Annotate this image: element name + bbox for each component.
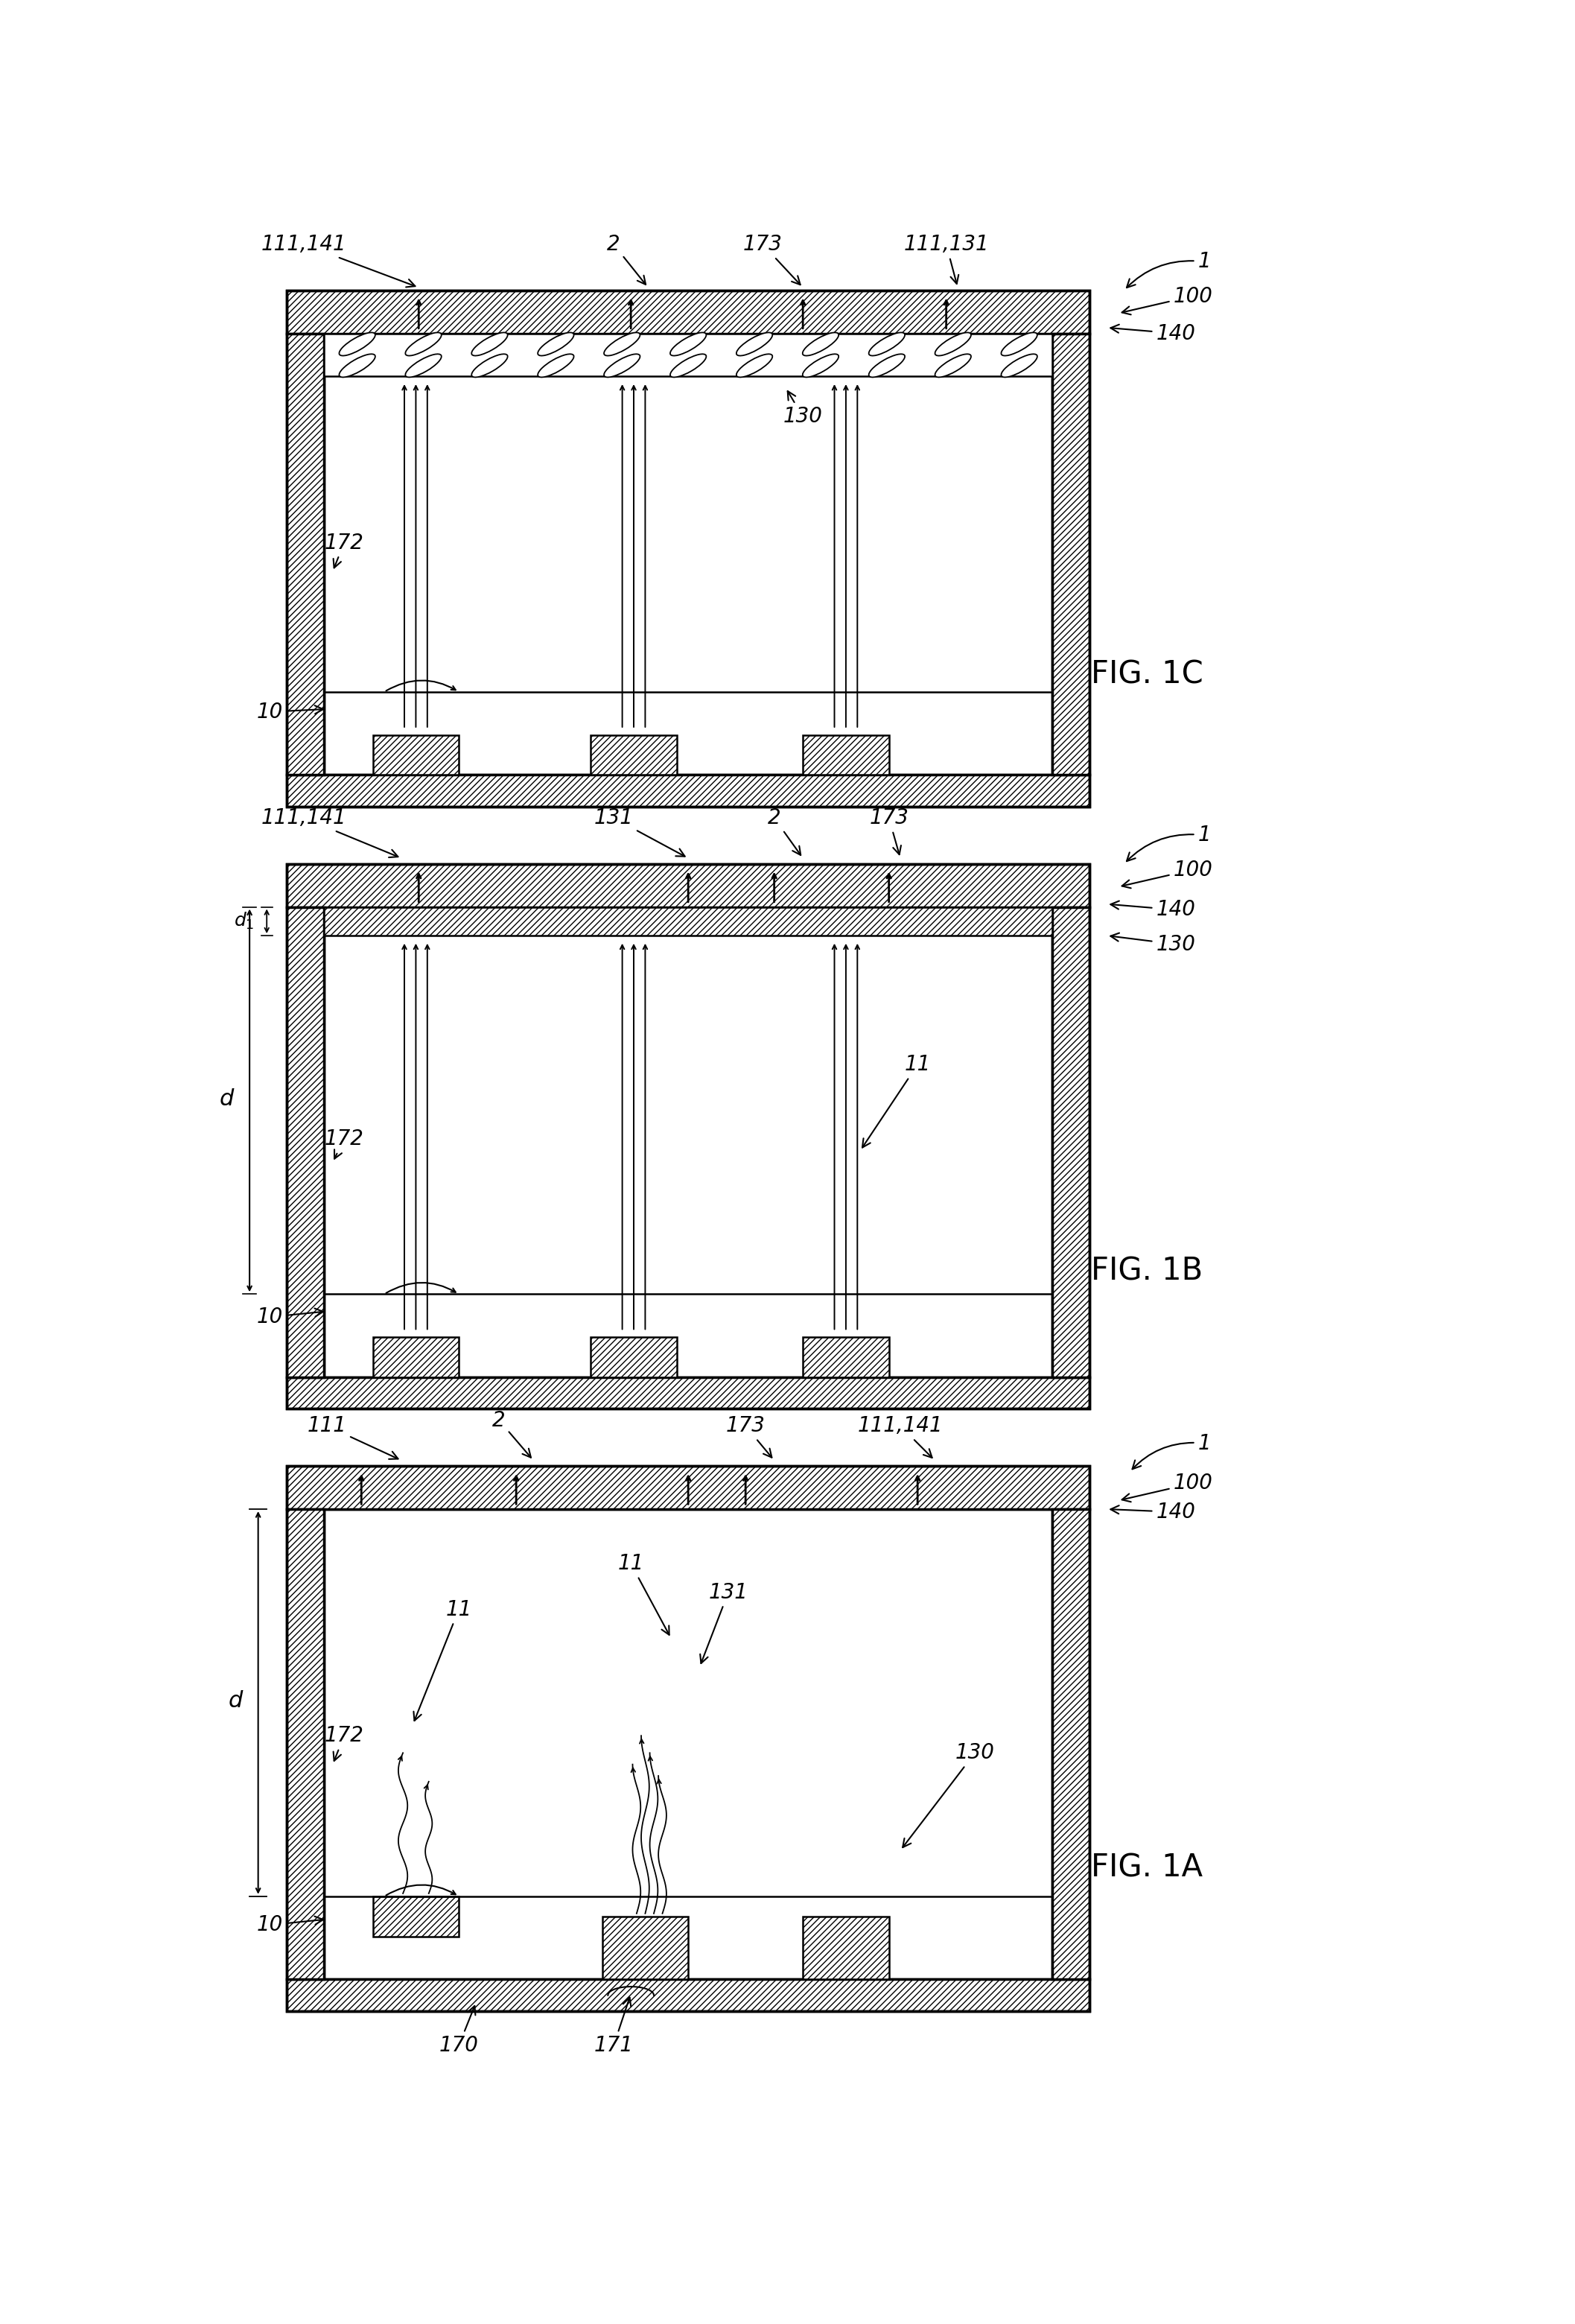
Text: 130: 130 xyxy=(783,390,822,428)
Ellipse shape xyxy=(405,332,441,356)
Text: 140: 140 xyxy=(1110,899,1195,920)
Bar xyxy=(287,290,1090,332)
Bar xyxy=(1052,906,1090,1378)
Bar xyxy=(287,774,1090,806)
Text: 111,141: 111,141 xyxy=(858,1415,943,1457)
Text: 10: 10 xyxy=(257,1915,323,1936)
Text: 131: 131 xyxy=(701,1583,748,1664)
Bar xyxy=(591,734,677,774)
Text: 10: 10 xyxy=(257,702,323,723)
Text: 111: 111 xyxy=(307,1415,398,1459)
Text: FIG. 1C: FIG. 1C xyxy=(1091,660,1203,690)
Bar xyxy=(591,1336,677,1378)
Ellipse shape xyxy=(1002,332,1038,356)
Text: 111,131: 111,131 xyxy=(904,235,989,284)
Bar xyxy=(602,1917,688,1980)
Text: 172: 172 xyxy=(324,1724,364,1762)
Bar xyxy=(287,1466,1090,2010)
Ellipse shape xyxy=(537,353,573,376)
Text: 111,141: 111,141 xyxy=(261,806,398,858)
Ellipse shape xyxy=(669,353,706,376)
Ellipse shape xyxy=(537,332,573,356)
Text: 171: 171 xyxy=(594,1996,633,2057)
Bar xyxy=(324,1508,1052,1980)
Text: 111,141: 111,141 xyxy=(261,235,416,288)
Bar xyxy=(803,1917,888,1980)
Ellipse shape xyxy=(471,353,507,376)
Bar xyxy=(287,332,324,774)
Bar xyxy=(373,734,458,774)
Bar xyxy=(324,906,1052,1378)
Ellipse shape xyxy=(603,332,639,356)
Text: 2: 2 xyxy=(767,806,800,855)
Bar xyxy=(287,906,324,1378)
Ellipse shape xyxy=(339,353,375,376)
Bar xyxy=(287,865,1090,1408)
Text: 130: 130 xyxy=(902,1743,994,1848)
Ellipse shape xyxy=(936,353,972,376)
Text: 173: 173 xyxy=(869,806,909,855)
Bar xyxy=(324,906,1052,937)
Bar xyxy=(803,1336,888,1378)
Bar xyxy=(324,332,1052,376)
Ellipse shape xyxy=(339,332,375,356)
Text: d: d xyxy=(228,1690,243,1713)
Text: 2: 2 xyxy=(493,1411,531,1457)
Text: 1: 1 xyxy=(1132,1434,1211,1469)
Bar xyxy=(373,1336,458,1378)
Bar xyxy=(373,1896,458,1936)
Bar xyxy=(287,1980,1090,2010)
Text: 140: 140 xyxy=(1110,323,1195,344)
Bar xyxy=(287,1378,1090,1408)
Text: 11: 11 xyxy=(414,1599,472,1720)
Ellipse shape xyxy=(737,332,772,356)
Ellipse shape xyxy=(471,332,507,356)
Text: 100: 100 xyxy=(1121,860,1213,888)
Text: d: d xyxy=(219,1088,233,1111)
Text: 1: 1 xyxy=(1126,825,1211,862)
Text: 173: 173 xyxy=(743,235,800,286)
Ellipse shape xyxy=(737,353,772,376)
Text: 1: 1 xyxy=(1126,251,1211,288)
Bar xyxy=(803,734,888,774)
Text: $d_1$: $d_1$ xyxy=(233,911,254,932)
Ellipse shape xyxy=(603,353,639,376)
Text: FIG. 1B: FIG. 1B xyxy=(1091,1255,1203,1287)
Text: 170: 170 xyxy=(439,2006,479,2057)
Bar xyxy=(1052,332,1090,774)
Text: 140: 140 xyxy=(1110,1501,1195,1522)
Bar xyxy=(287,290,1090,806)
Bar xyxy=(287,865,1090,906)
Ellipse shape xyxy=(1002,353,1038,376)
Text: 173: 173 xyxy=(726,1415,772,1457)
Text: FIG. 1A: FIG. 1A xyxy=(1091,1852,1203,1882)
Ellipse shape xyxy=(803,353,838,376)
Text: 10: 10 xyxy=(257,1306,323,1327)
Ellipse shape xyxy=(869,332,906,356)
Text: 2: 2 xyxy=(606,235,646,284)
Text: 100: 100 xyxy=(1121,1473,1213,1501)
Bar xyxy=(287,1508,324,1980)
Text: 172: 172 xyxy=(324,532,364,567)
Bar xyxy=(1052,1508,1090,1980)
Text: 131: 131 xyxy=(594,806,685,855)
Ellipse shape xyxy=(405,353,441,376)
Ellipse shape xyxy=(936,332,972,356)
Bar xyxy=(287,1466,1090,1508)
Ellipse shape xyxy=(869,353,906,376)
Bar xyxy=(324,332,1052,774)
Text: 100: 100 xyxy=(1121,286,1213,314)
Ellipse shape xyxy=(669,332,706,356)
Ellipse shape xyxy=(803,332,838,356)
Text: 11: 11 xyxy=(863,1055,931,1148)
Text: 172: 172 xyxy=(324,1129,364,1160)
Text: 130: 130 xyxy=(1110,932,1195,955)
Text: 11: 11 xyxy=(617,1552,669,1634)
